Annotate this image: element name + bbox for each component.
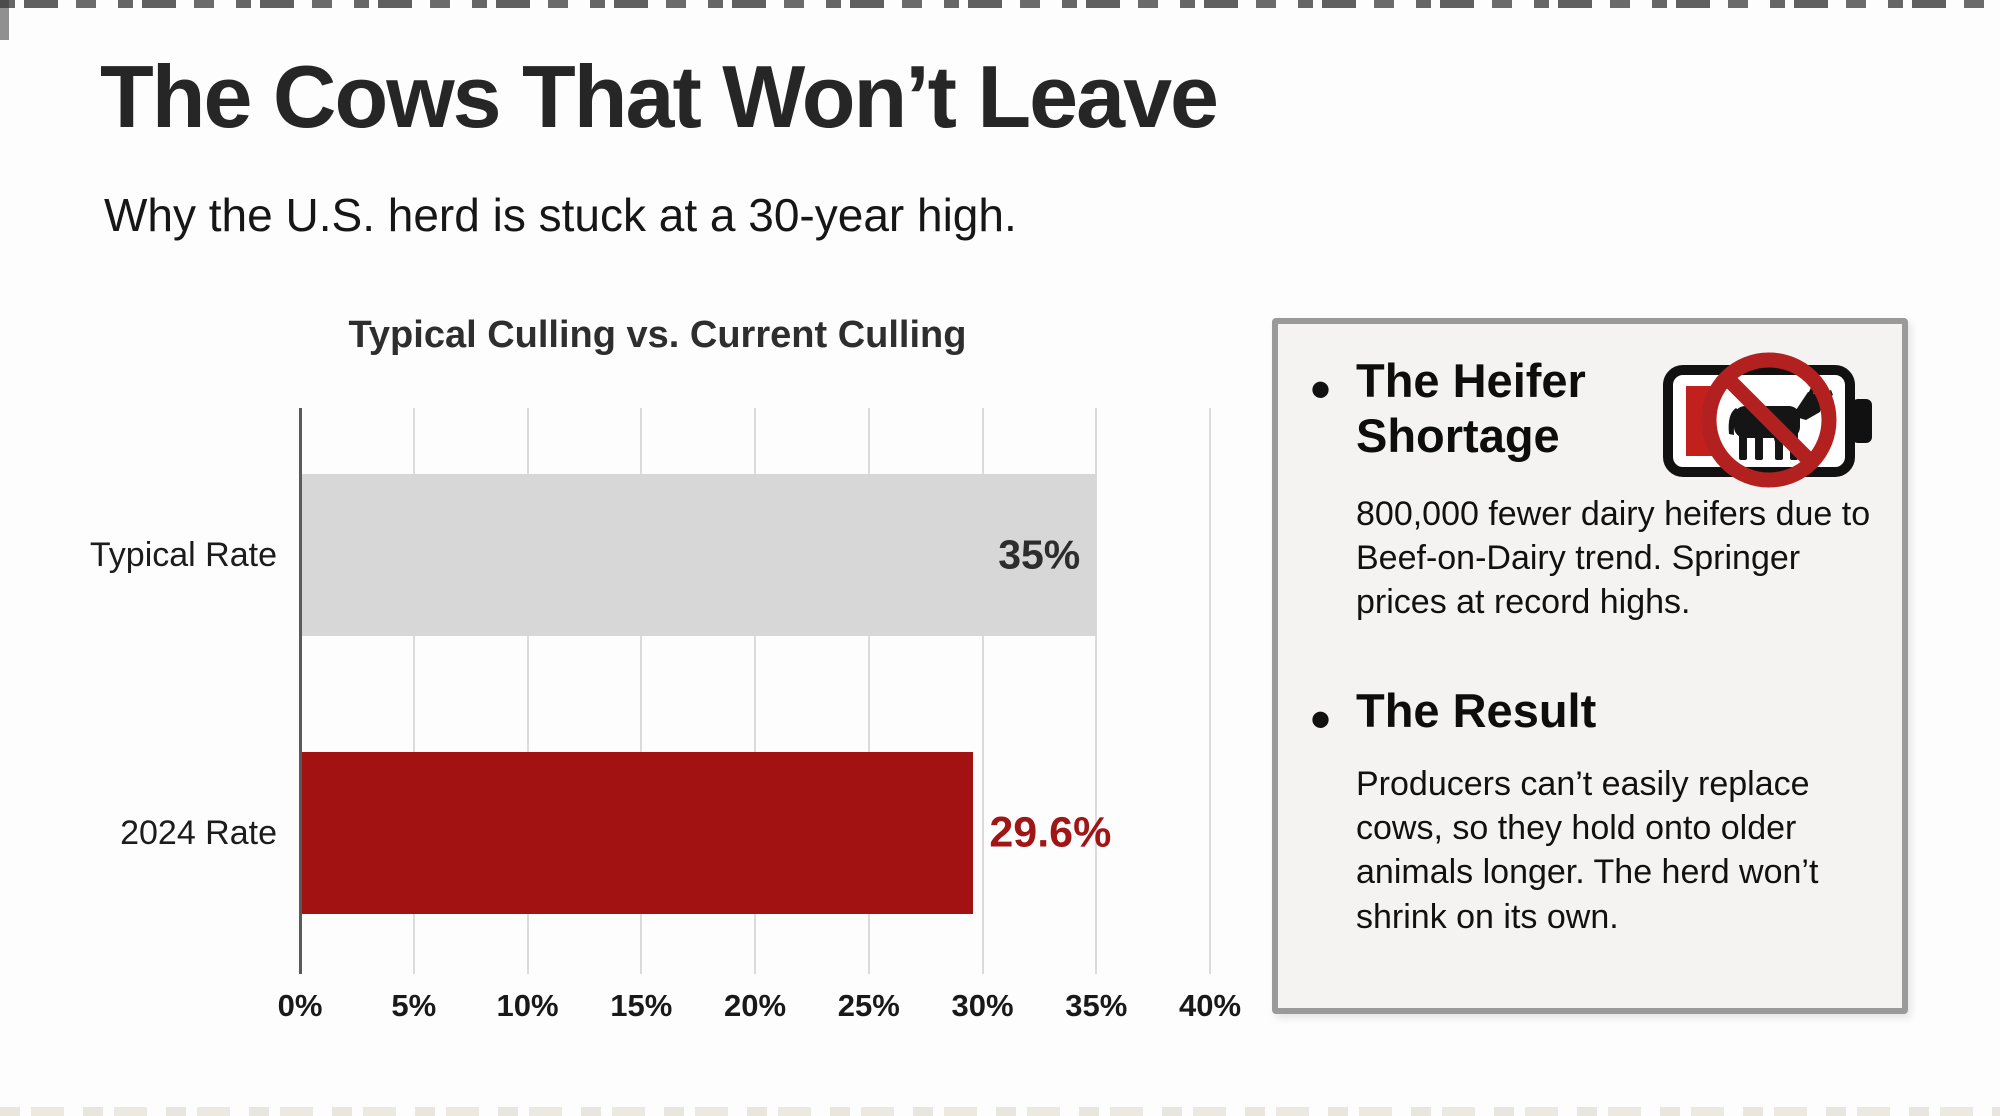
x-tick-label: 30% [951, 988, 1014, 1023]
x-tick-label: 5% [391, 988, 437, 1023]
info-panel: • The Heifer Shortage [1272, 318, 1908, 1014]
culling-bar-chart: Typical Culling vs. Current Culling Typi… [89, 300, 1241, 1060]
chart-title: Typical Culling vs. Current Culling [348, 314, 967, 356]
gridline [526, 408, 529, 974]
bar-value-label: 35% [998, 531, 1081, 578]
gridline [754, 408, 756, 974]
bar-2024-rate: 29.6% [300, 752, 1111, 914]
category-label: 2024 Rate [120, 813, 277, 852]
page-subtitle: Why the U.S. herd is stuck at a 30-year … [104, 189, 1017, 241]
gridline [1209, 408, 1211, 974]
result-body: Producers can’t easily replace cows, so … [1356, 765, 1819, 936]
gridline [981, 408, 984, 974]
x-tick-label: 15% [610, 988, 673, 1023]
x-axis: 0% 5% 10% 15% 20% 25% 30% 35% 40% [278, 976, 1241, 1026]
gridline [412, 408, 415, 974]
heifer-shortage-body: 800,000 fewer dairy heifers due to Beef-… [1356, 495, 1871, 622]
bottom-edge-artifact [0, 1107, 2000, 1116]
page-title: The Cows That Won’t Leave [100, 47, 1219, 146]
x-tick-label: 25% [837, 988, 900, 1023]
y-axis-line [299, 408, 302, 974]
result-heading: The Result [1356, 684, 1597, 737]
x-tick-label: 0% [277, 988, 323, 1023]
plot-area: 35% 29.6% [299, 408, 1211, 974]
heifer-shortage-heading: The Heifer Shortage [1356, 354, 1586, 462]
gridline [1095, 408, 1098, 974]
no-cow-battery-icon [1663, 352, 1872, 488]
category-labels: Typical Rate 2024 Rate [89, 408, 277, 974]
category-label: Typical Rate [89, 535, 277, 574]
x-tick-label: 20% [723, 988, 787, 1023]
x-tick-label: 35% [1065, 988, 1128, 1023]
gridline [640, 408, 643, 974]
bar-typical-rate: 35% [300, 474, 1097, 636]
bar-value-label: 29.6% [989, 808, 1112, 857]
x-tick-label: 40% [1178, 988, 1242, 1023]
x-tick-label: 10% [496, 988, 559, 1023]
top-edge-artifact [0, 0, 2000, 8]
gridline [867, 408, 870, 974]
top-left-artifact [0, 0, 9, 40]
